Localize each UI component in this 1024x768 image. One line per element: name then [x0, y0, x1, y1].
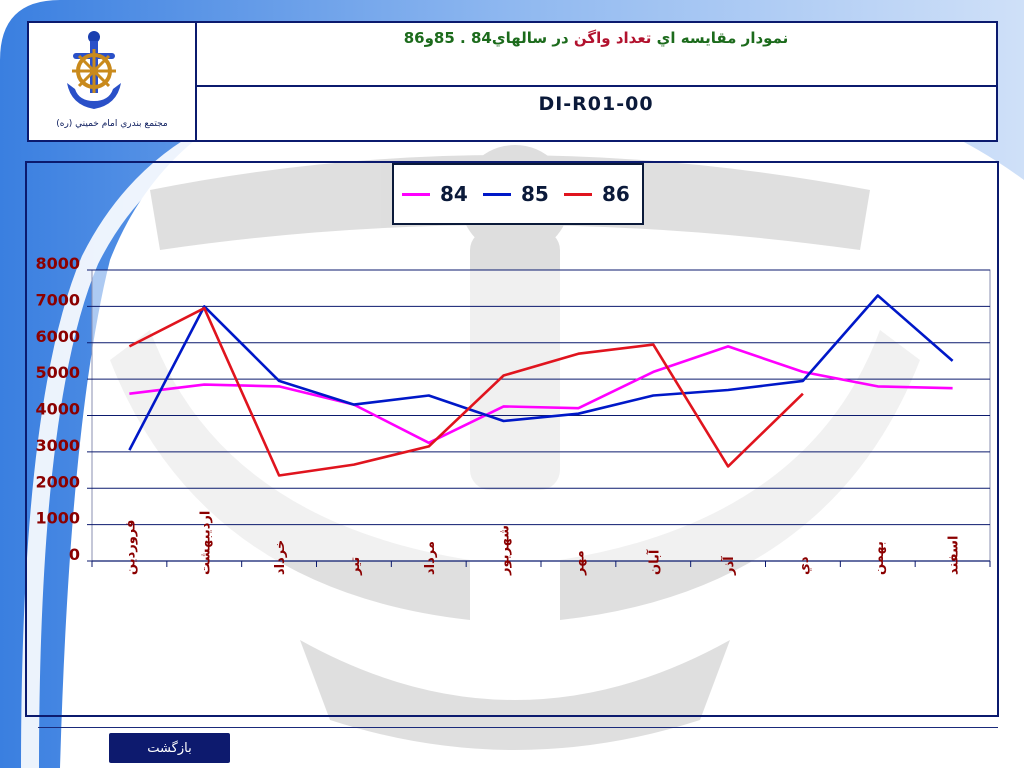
y-tick-label: 2000	[35, 472, 80, 491]
document-code: DI-R01-00	[538, 93, 654, 115]
y-tick-label: 1000	[35, 509, 80, 528]
x-tick-label: دي	[797, 556, 812, 575]
x-tick-label: آذر	[720, 556, 737, 576]
x-tick-label: شهريور	[498, 525, 513, 576]
logo-caption: مجتمع بندري امام خميني (ره)	[56, 119, 168, 129]
x-tick-label: خرداد	[273, 540, 288, 575]
legend-swatch	[564, 193, 592, 196]
title-part: در سالهاي84 . 85و86	[403, 29, 574, 47]
header-divider	[196, 85, 996, 87]
chart-frame	[25, 161, 999, 717]
legend-label: 85	[521, 182, 549, 206]
x-tick-label: تير	[348, 557, 363, 576]
footer-divider	[38, 727, 998, 728]
y-tick-label: 4000	[35, 400, 80, 419]
x-tick-label: مهر	[572, 550, 587, 576]
legend-swatch	[402, 193, 430, 196]
legend-label: 84	[440, 182, 468, 206]
chart-legend: 84 85 86	[392, 163, 644, 225]
page-title: نمودار مقايسه اي تعداد واگن در سالهاي84 …	[196, 29, 996, 47]
y-tick-label: 6000	[35, 327, 80, 346]
series-line-86	[128, 306, 804, 477]
x-tick-label: آبان	[645, 549, 662, 575]
x-tick-label: اسفند	[947, 536, 962, 575]
title-part: نمودار مقايسه اي	[651, 29, 789, 47]
x-tick-label: بهمن	[872, 541, 887, 575]
x-tick-label: فروردين	[123, 520, 138, 575]
y-tick-label: 5000	[35, 363, 80, 382]
anchor-logo-icon	[67, 31, 121, 109]
back-button[interactable]: بازگشت	[109, 733, 230, 763]
title-part: تعداد واگن	[573, 29, 652, 47]
series-line-85	[128, 294, 954, 451]
legend-swatch	[483, 193, 511, 196]
x-tick-label: مرداد	[423, 541, 438, 575]
series-line-84	[129, 345, 953, 445]
x-tick-label: ارديبهشت	[198, 511, 213, 575]
header-divider	[195, 23, 197, 140]
y-tick-label: 0	[69, 545, 80, 564]
header-box: مجتمع بندري امام خميني (ره) نمودار مقايس…	[27, 21, 998, 142]
y-tick-label: 3000	[35, 436, 80, 455]
y-tick-label: 7000	[35, 290, 80, 309]
y-tick-label: 8000	[35, 254, 80, 273]
legend-label: 86	[602, 182, 630, 206]
